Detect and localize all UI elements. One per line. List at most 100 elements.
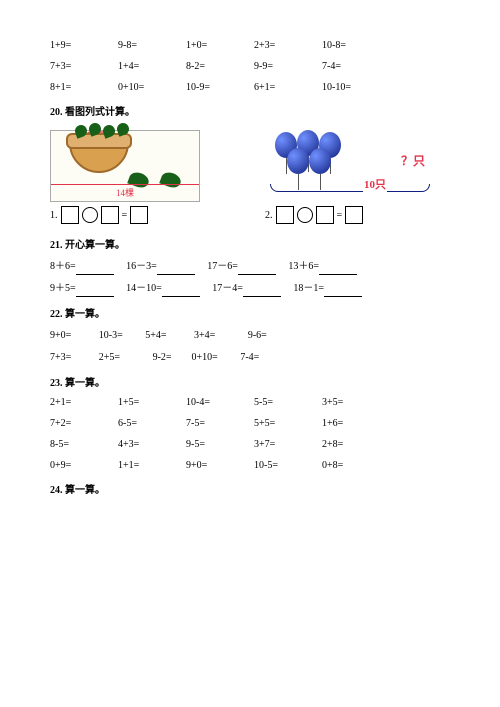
balloon-icon	[309, 148, 331, 174]
expr: 9-6=	[248, 330, 267, 341]
blank[interactable]	[76, 264, 114, 275]
heading-num: 21.	[50, 240, 63, 251]
figures-row: ？棵 14棵 1. = ？只 10只 2	[50, 130, 450, 224]
answer-box[interactable]	[316, 206, 334, 224]
blank[interactable]	[76, 286, 114, 297]
expr: 6-5=	[118, 418, 186, 429]
blank[interactable]	[319, 264, 357, 275]
expr: 3+5=	[322, 397, 390, 408]
answer-box[interactable]	[101, 206, 119, 224]
heading-text: 算一算。	[65, 309, 105, 320]
expr: 18－1=	[293, 283, 324, 294]
balloon-icon	[287, 148, 309, 174]
expr: 5+5=	[254, 418, 322, 429]
expr: 14－10=	[126, 283, 162, 294]
expr: 7-4=	[322, 61, 390, 72]
brace-icon	[270, 184, 430, 192]
expr: 7+3=	[50, 352, 71, 363]
section-21-line: 9＋5= 14－10= 17－4= 18－1=	[50, 281, 450, 297]
expr: 7-4=	[240, 352, 259, 363]
expr: 1+5=	[118, 397, 186, 408]
arith-row: 7+2= 6-5= 7-5= 5+5= 1+6=	[50, 418, 450, 429]
equals-sign: =	[122, 210, 128, 221]
figure-1: ？棵 14棵 1. =	[50, 130, 235, 224]
basket-icon	[69, 141, 129, 173]
answer-box[interactable]	[130, 206, 148, 224]
section-22-line: 9+0= 10-3= 5+4= 3+4= 9-6=	[50, 328, 450, 344]
fig-index: 2.	[265, 210, 273, 221]
expr: 8-5=	[50, 439, 118, 450]
arith-row: 8+1= 0+10= 10-9= 6+1= 10-10=	[50, 82, 450, 93]
blank[interactable]	[243, 286, 281, 297]
blank[interactable]	[324, 286, 362, 297]
balloons-image: ？只 10只	[265, 130, 435, 202]
expr: 10-10=	[322, 82, 390, 93]
equals-sign: =	[337, 210, 343, 221]
arith-row: 8-5= 4+3= 9-5= 3+7= 2+8=	[50, 439, 450, 450]
expr: 1+9=	[50, 40, 118, 51]
expr: 9-5=	[186, 439, 254, 450]
expr: 1+0=	[186, 40, 254, 51]
expr: 9-8=	[118, 40, 186, 51]
expr: 8＋6=	[50, 261, 76, 272]
operator-circle[interactable]	[297, 207, 313, 223]
answer-box[interactable]	[61, 206, 79, 224]
expr: 8-2=	[186, 61, 254, 72]
expr: 0+10=	[118, 82, 186, 93]
answer-box[interactable]	[345, 206, 363, 224]
heading-text: 看图列式计算。	[65, 107, 135, 118]
expr: 2+5=	[99, 352, 120, 363]
expr: 0+9=	[50, 460, 118, 471]
expr: 10-4=	[186, 397, 254, 408]
expr: 0+8=	[322, 460, 390, 471]
expr: 1+6=	[322, 418, 390, 429]
expr: 13＋6=	[288, 261, 319, 272]
expr: 2+1=	[50, 397, 118, 408]
heading-text: 开心算一算。	[65, 240, 125, 251]
expr: 3+7=	[254, 439, 322, 450]
section-22-line: 7+3= 2+5= 9-2= 0+10= 7-4=	[50, 350, 450, 366]
equation-line-1: 1. =	[50, 206, 235, 224]
expr: 2+3=	[254, 40, 322, 51]
heading-21: 21. 开心算一算。	[50, 236, 450, 251]
heading-num: 20.	[50, 107, 63, 118]
expr: 10-3=	[99, 330, 123, 341]
answer-box[interactable]	[276, 206, 294, 224]
figure-2: ？只 10只 2. =	[265, 130, 450, 224]
balloon-q-label: ？只	[401, 152, 425, 169]
expr: 0+10=	[192, 352, 218, 363]
expr: 8+1=	[50, 82, 118, 93]
expr: 5-5=	[254, 397, 322, 408]
expr: 2+8=	[322, 439, 390, 450]
heading-23: 23. 算一算。	[50, 374, 450, 389]
arith-row: 1+9= 9-8= 1+0= 2+3= 10-8=	[50, 40, 450, 51]
expr: 1+1=	[118, 460, 186, 471]
expr: 4+3=	[118, 439, 186, 450]
blank[interactable]	[238, 264, 276, 275]
arith-row: 7+3= 1+4= 8-2= 9-9= 7-4=	[50, 61, 450, 72]
heading-num: 24.	[50, 485, 63, 496]
expr: 9＋5=	[50, 283, 76, 294]
expr: 17－6=	[207, 261, 238, 272]
expr: 10-5=	[254, 460, 322, 471]
heading-text: 算一算。	[65, 378, 105, 389]
expr: 10-9=	[186, 82, 254, 93]
heading-20: 20. 看图列式计算。	[50, 103, 450, 118]
operator-circle[interactable]	[82, 207, 98, 223]
arith-row: 2+1= 1+5= 10-4= 5-5= 3+5=	[50, 397, 450, 408]
blank[interactable]	[157, 264, 195, 275]
expr: 9+0=	[50, 330, 71, 341]
expr: 3+4=	[194, 330, 215, 341]
heading-22: 22. 算一算。	[50, 305, 450, 320]
heading-text: 算一算。	[65, 485, 105, 496]
blank[interactable]	[162, 286, 200, 297]
expr: 9-2=	[153, 352, 172, 363]
heading-num: 23.	[50, 378, 63, 389]
expr: 6+1=	[254, 82, 322, 93]
balloon-total-label: 10只	[363, 176, 387, 192]
expr: 5+4=	[145, 330, 166, 341]
expr: 7+3=	[50, 61, 118, 72]
fig-index: 1.	[50, 210, 58, 221]
expr: 10-8=	[322, 40, 390, 51]
expr: 1+4=	[118, 61, 186, 72]
